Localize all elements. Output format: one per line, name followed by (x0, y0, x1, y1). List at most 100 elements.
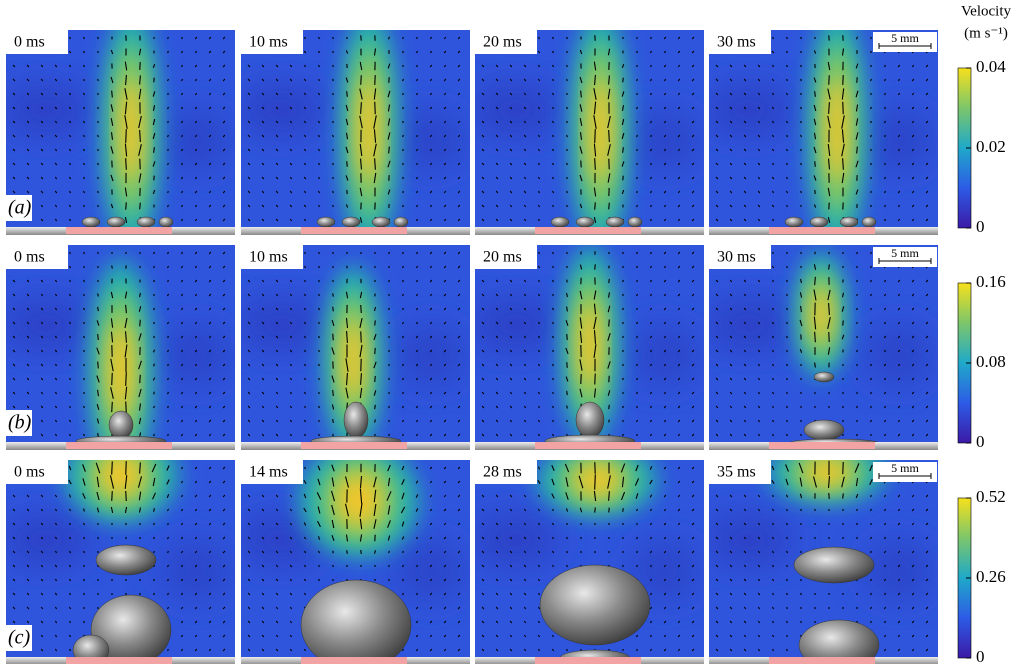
velocity-arrow (194, 349, 198, 353)
velocity-arrow (429, 120, 433, 124)
velocity-arrow (579, 203, 583, 209)
velocity-arrow (523, 522, 527, 526)
velocity-arrow (883, 293, 887, 297)
velocity-arrow (523, 564, 527, 568)
velocity-arrow (608, 550, 610, 554)
velocity-arrow (261, 391, 265, 395)
velocity-arrow (800, 190, 802, 194)
velocity-arrow (495, 92, 499, 96)
velocity-arrow (373, 476, 377, 488)
velocity-arrow (359, 318, 363, 328)
velocity-arrow (925, 634, 929, 638)
velocity-arrow (664, 480, 666, 484)
velocity-arrow (691, 634, 695, 638)
velocity-arrow (261, 106, 265, 110)
velocity-arrow (691, 349, 695, 353)
velocity-arrow (443, 120, 447, 124)
velocity-arrow (83, 564, 85, 568)
velocity-arrow (303, 120, 307, 124)
velocity-arrow (153, 335, 155, 339)
velocity-arrow (481, 134, 485, 138)
velocity-arrow (457, 564, 461, 568)
velocity-arrow (538, 592, 540, 596)
velocity-arrow (869, 265, 873, 269)
velocity-arrow (194, 648, 198, 652)
velocity-arrow (401, 391, 405, 395)
velocity-arrow (842, 363, 844, 367)
velocity-arrow (69, 251, 71, 255)
velocity-arrow (715, 204, 719, 208)
velocity-arrow (12, 405, 16, 409)
velocity-arrow (457, 578, 461, 582)
velocity-arrow (40, 321, 44, 325)
velocity-arrow (388, 550, 390, 554)
velocity-arrow (691, 405, 695, 409)
velocity-arrow (537, 321, 541, 325)
velocity-arrow (827, 289, 831, 301)
velocity-arrow (275, 78, 279, 82)
velocity-arrow (650, 564, 652, 568)
velocity-arrow (82, 120, 86, 124)
velocity-arrow (304, 405, 306, 409)
velocity-arrow (194, 391, 198, 395)
velocity-arrow (261, 349, 265, 353)
velocity-arrow (374, 419, 376, 423)
velocity-arrow (691, 466, 695, 470)
velocity-arrow (180, 634, 184, 638)
velocity-arrow (785, 478, 789, 486)
velocity-arrow (208, 218, 212, 222)
velocity-arrow (166, 564, 170, 568)
velocity-arrow (153, 36, 155, 40)
velocity-arrow (743, 148, 747, 152)
velocity-arrow (69, 433, 71, 437)
velocity-arrow (83, 265, 85, 269)
velocity-arrow (757, 494, 761, 498)
time-box (6, 460, 68, 484)
velocity-arrow (495, 550, 499, 554)
velocity-arrow (523, 78, 527, 82)
velocity-arrow (125, 129, 127, 143)
velocity-arrow (54, 134, 58, 138)
velocity-arrow (110, 49, 114, 55)
velocity-arrow (772, 64, 774, 68)
velocity-arrow (332, 389, 334, 397)
velocity-arrow (124, 291, 128, 299)
panel-content (6, 245, 235, 450)
velocity-arrow (677, 494, 681, 498)
velocity-arrow (523, 293, 527, 297)
velocity-arrow (771, 204, 775, 208)
velocity-arrow (608, 491, 610, 501)
dark-patch (864, 110, 934, 170)
velocity-arrow (332, 64, 334, 68)
velocity-arrow (194, 508, 198, 512)
velocity-arrow (416, 204, 418, 208)
velocity-arrow (387, 505, 391, 515)
velocity-arrow (152, 349, 156, 353)
velocity-arrow (743, 204, 747, 208)
velocity-arrow (247, 279, 251, 283)
velocity-arrow (523, 307, 527, 311)
velocity-arrow (785, 494, 789, 498)
velocity-arrow (566, 405, 568, 409)
velocity-arrow (566, 251, 568, 255)
velocity-arrow (538, 564, 540, 568)
velocity-arrow (870, 494, 872, 498)
velocity-arrow (443, 466, 447, 470)
velocity-arrow (911, 391, 915, 395)
velocity-arrow (40, 335, 44, 339)
velocity-arrow (786, 391, 788, 395)
velocity-arrow (649, 50, 653, 54)
velocity-arrow (26, 120, 30, 124)
velocity-arrow (247, 606, 251, 610)
velocity-arrow (925, 78, 929, 82)
velocity-arrow (729, 433, 733, 437)
velocity-arrow (194, 377, 198, 381)
velocity-arrow (457, 92, 461, 96)
velocity-arrow (167, 134, 169, 138)
velocity-arrow (40, 120, 44, 124)
velocity-arrow (814, 91, 816, 97)
velocity-arrow (167, 335, 169, 339)
dark-patch (630, 540, 700, 600)
velocity-arrow (247, 106, 251, 110)
velocity-arrow (523, 349, 527, 353)
